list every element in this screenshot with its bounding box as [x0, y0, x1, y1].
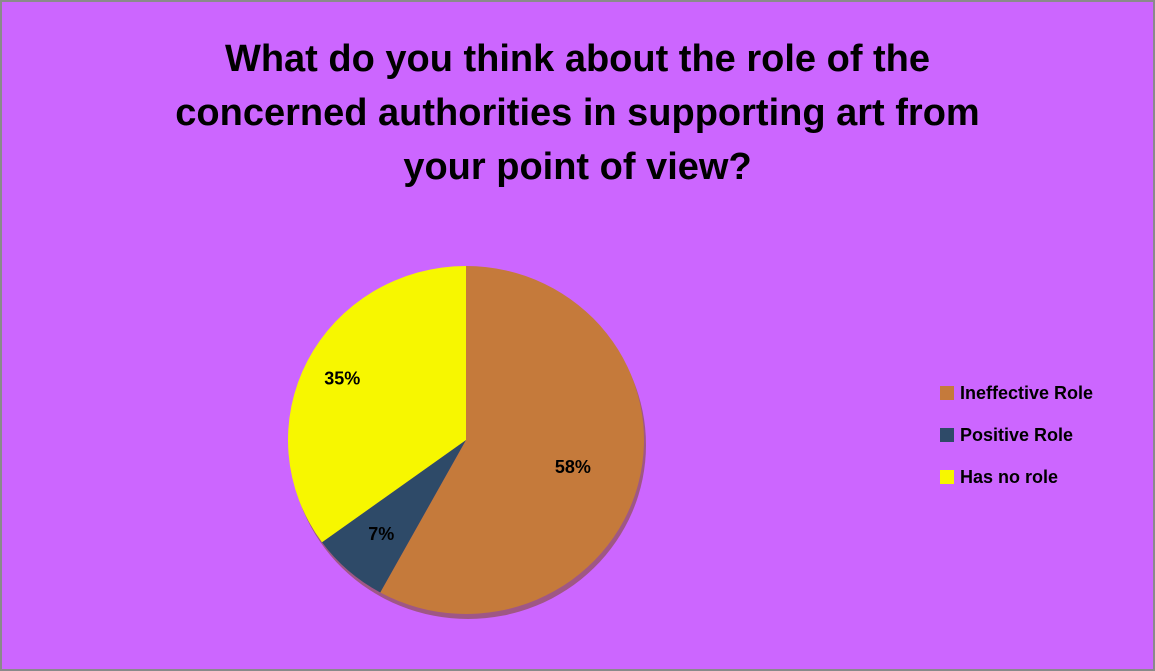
legend-item: Ineffective Role — [940, 382, 1093, 404]
legend-swatch — [940, 428, 954, 442]
pie-slice — [287, 266, 466, 543]
chart-title-line-1: What do you think about the role of the — [224, 38, 931, 80]
pie-data-label: 58% — [555, 457, 591, 477]
chart-title: What do you think about the role of the … — [2, 32, 1153, 194]
pie-data-label: 7% — [368, 524, 394, 544]
legend-label: Has no role — [960, 466, 1059, 487]
pie-slice — [321, 440, 466, 593]
legend-item: Has no role — [940, 466, 1093, 488]
chart-title-line-2: concerned authorities in supporting art … — [175, 92, 980, 134]
pie-data-label: 35% — [324, 368, 360, 388]
pie-slice — [380, 266, 644, 614]
legend-swatch — [940, 470, 954, 484]
legend-swatch — [940, 386, 954, 400]
chart-title-line-3: your point of view? — [403, 146, 752, 188]
legend: Ineffective Role Positive Role Has no ro… — [940, 382, 1093, 508]
legend-label: Positive Role — [960, 424, 1074, 445]
legend-label: Ineffective Role — [960, 382, 1094, 403]
legend-item: Positive Role — [940, 424, 1093, 446]
